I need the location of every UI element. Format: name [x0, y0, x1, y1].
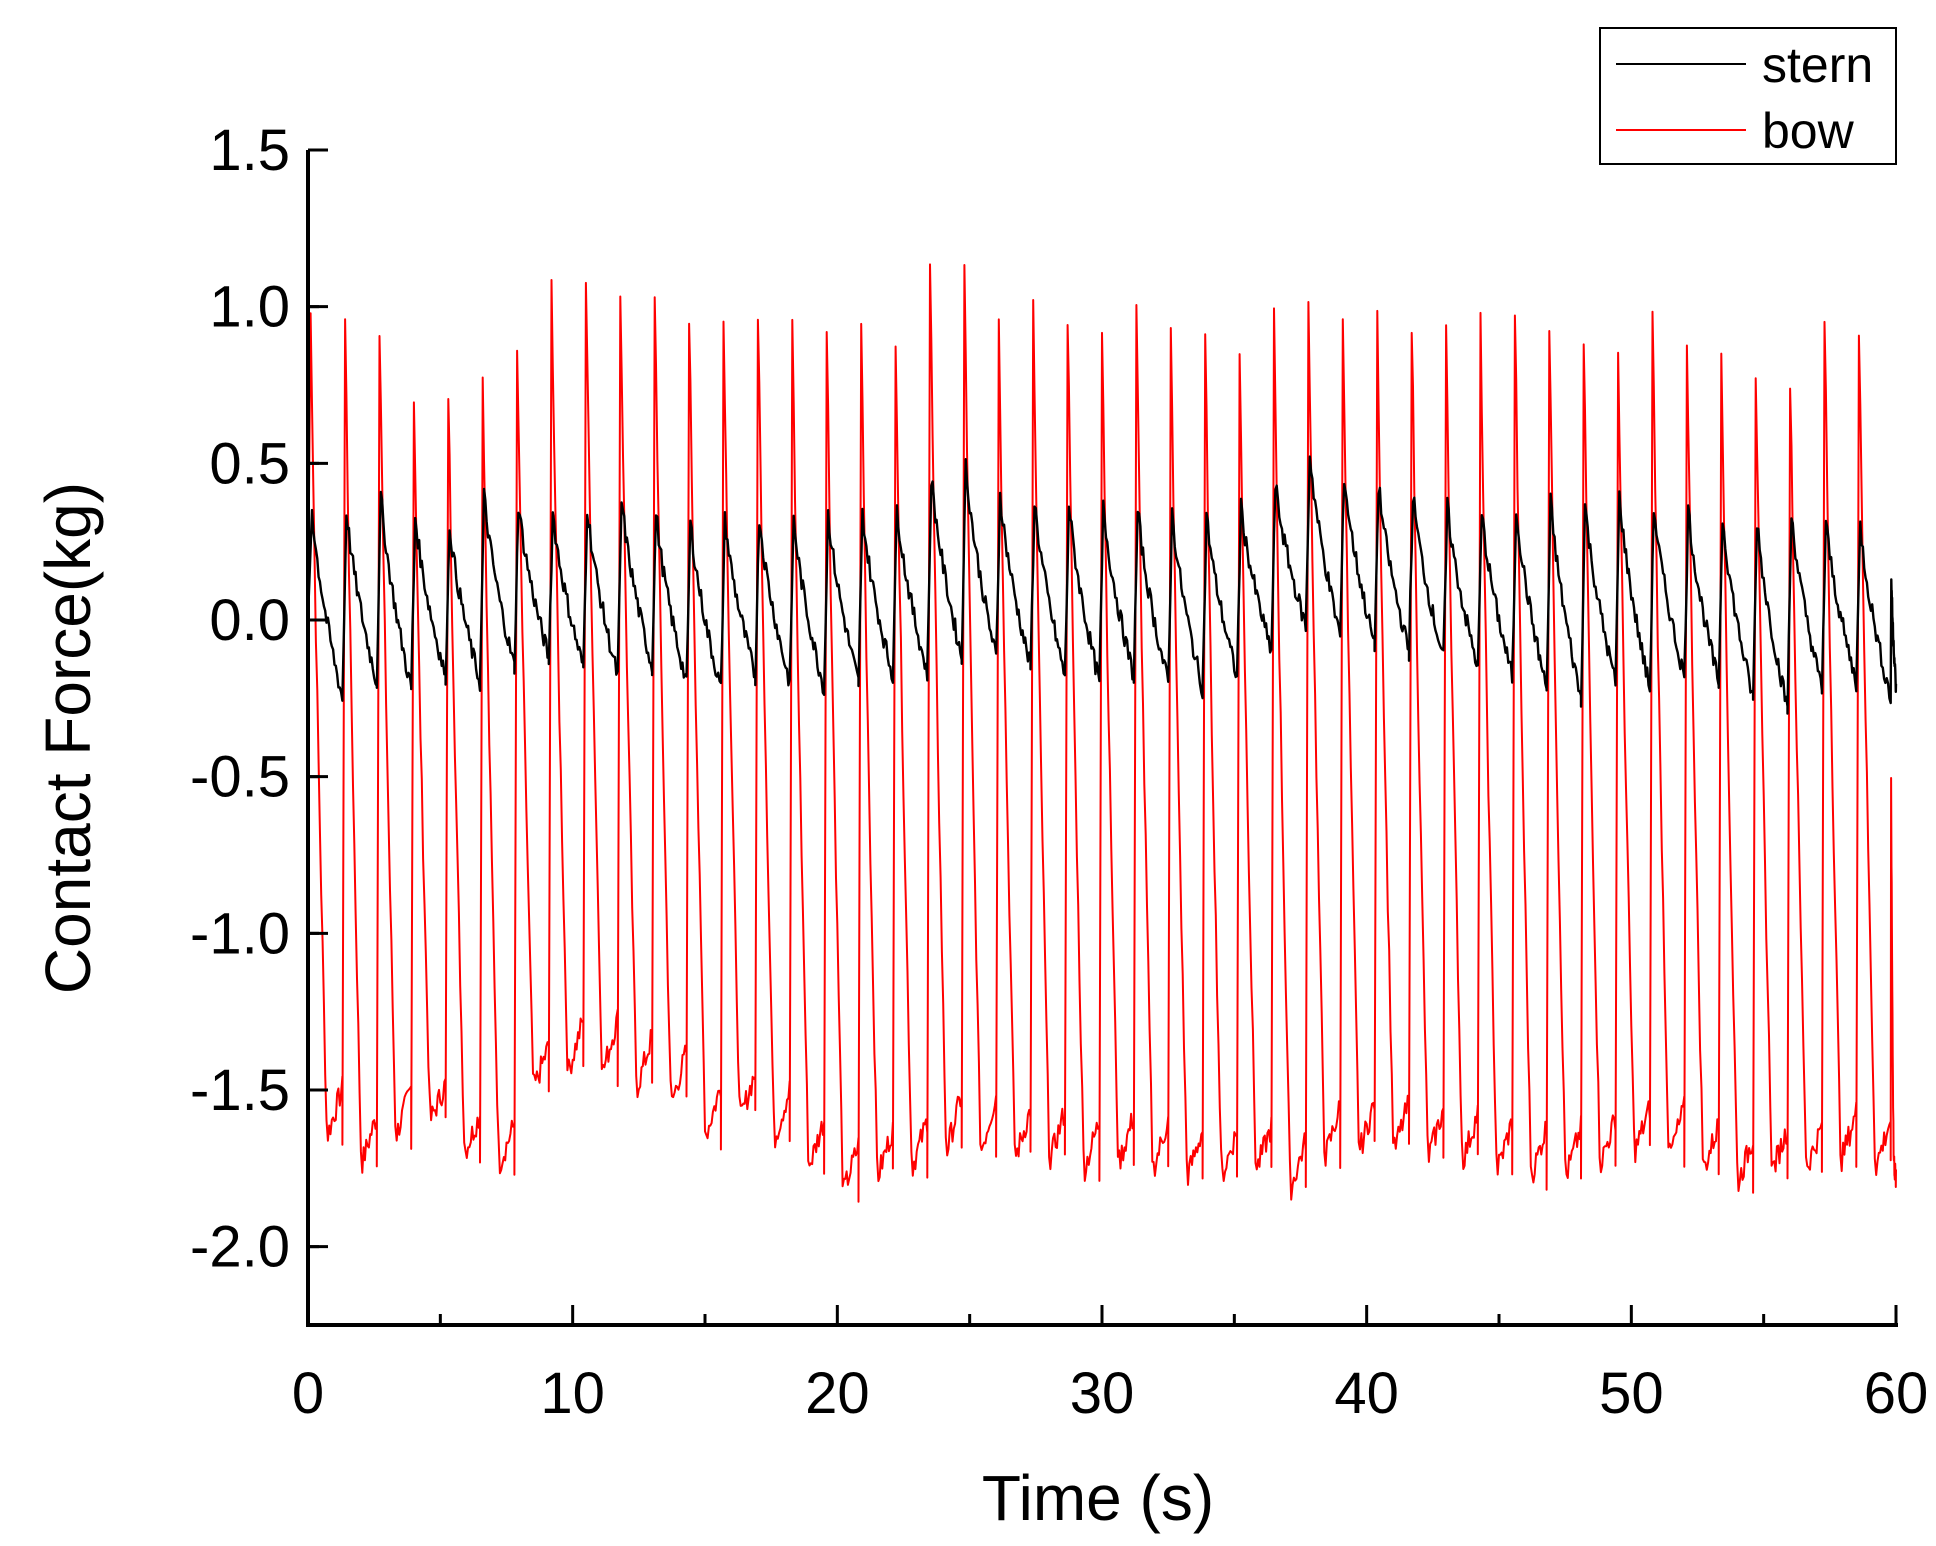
y-tick-label-2: 0.5 [209, 431, 290, 496]
legend: stern bow [1599, 27, 1897, 165]
legend-box [1599, 27, 1897, 165]
series-layer [306, 263, 1898, 1203]
y-tick-label-4: -0.5 [190, 745, 290, 810]
y-tick-label-5: -1.0 [190, 901, 290, 966]
x-tick-label-0: 0 [292, 1361, 324, 1426]
y-tick-label-7: -2.0 [190, 1215, 290, 1280]
x-tick-label-3: 30 [1070, 1361, 1135, 1426]
y-ticks: 1.5 1.0 0.5 0.0 -0.5 -1.0 -1.5 -2.0 [190, 118, 328, 1280]
legend-label-bow: bow [1762, 103, 1855, 159]
x-ticks: 0 10 20 30 40 50 60 [292, 1305, 1928, 1426]
legend-label-stern: stern [1762, 37, 1873, 93]
y-tick-label-6: -1.5 [190, 1058, 290, 1123]
x-tick-label-6: 60 [1864, 1361, 1929, 1426]
x-tick-label-2: 20 [805, 1361, 870, 1426]
y-axis-title: Contact Force(kg) [32, 482, 104, 994]
series-line-bow [307, 263, 1897, 1203]
x-tick-label-1: 10 [540, 1361, 605, 1426]
x-axis-title: Time (s) [982, 1462, 1214, 1534]
x-tick-label-4: 40 [1334, 1361, 1399, 1426]
y-tick-label-0: 1.5 [209, 118, 290, 183]
x-tick-label-5: 50 [1599, 1361, 1664, 1426]
y-tick-label-3: 0.0 [209, 588, 290, 653]
y-tick-label-1: 1.0 [209, 275, 290, 340]
series-line-stern [306, 455, 1898, 715]
